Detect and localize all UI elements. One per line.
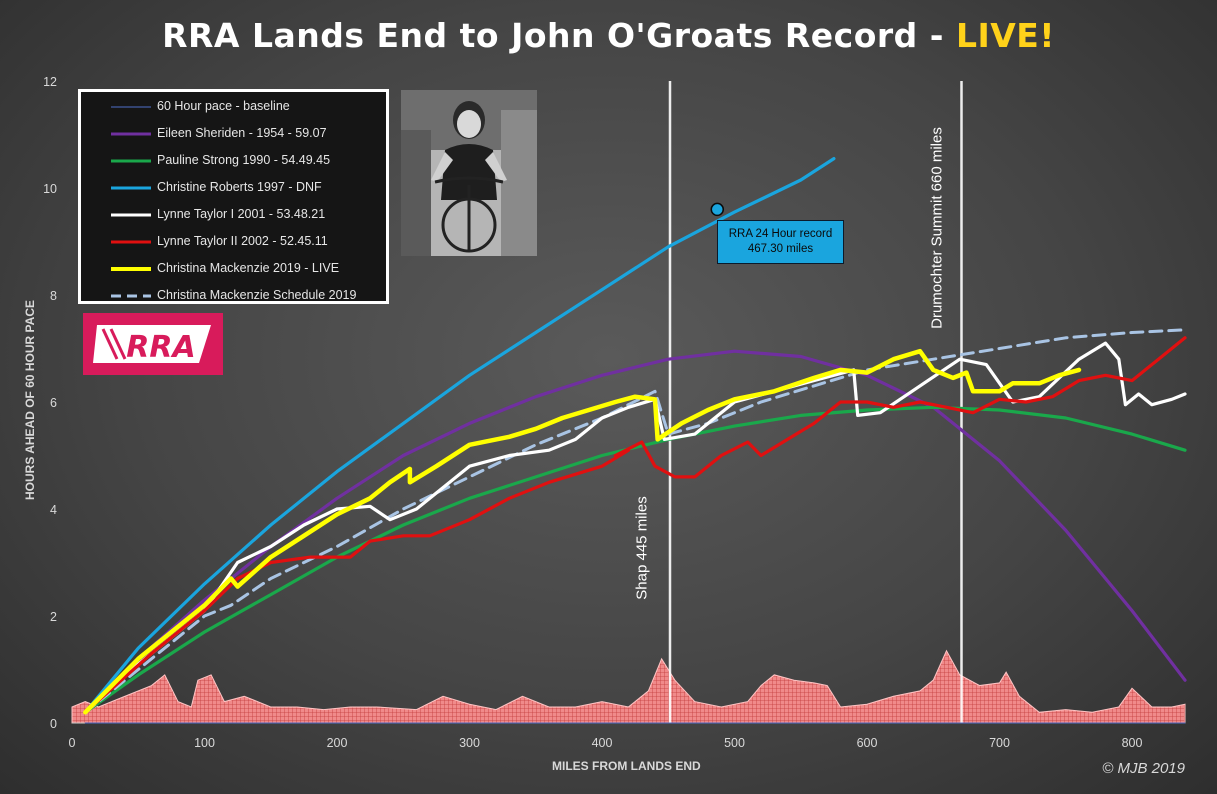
legend-swatch <box>111 240 151 244</box>
x-axis-title: MILES FROM LANDS END <box>552 759 701 773</box>
y-axis-title: HOURS AHEAD OF 60 HOUR PACE <box>23 299 37 501</box>
legend-swatch <box>111 213 151 217</box>
location-markers <box>668 81 963 723</box>
legend-item: Christine Roberts 1997 - DNF <box>81 178 386 198</box>
x-tick-label: 0 <box>69 736 76 750</box>
elevation-profile <box>71 649 1186 724</box>
series-line-christina_live <box>83 348 1082 715</box>
legend-swatch <box>111 186 151 190</box>
legend-swatch <box>111 267 151 271</box>
series-line-lynne2 <box>83 336 1187 714</box>
chart-legend: 60 Hour pace - baseline Eileen Sheriden -… <box>78 89 389 304</box>
chart-series <box>83 157 1187 724</box>
x-tick-label: 300 <box>459 736 480 750</box>
legend-item: Christina Mackenzie Schedule 2019 <box>81 286 386 306</box>
y-tick-label: 2 <box>50 610 57 624</box>
x-tick-label: 500 <box>724 736 745 750</box>
legend-item: Pauline Strong 1990 - 54.49.45 <box>81 151 386 171</box>
legend-label: Christina Mackenzie 2019 - LIVE <box>157 261 340 275</box>
x-tick-label: 400 <box>592 736 613 750</box>
y-tick-label: 12 <box>43 75 57 89</box>
series-line-lynne1 <box>83 341 1187 714</box>
legend-swatch <box>111 294 151 298</box>
y-tick-label: 8 <box>50 289 57 303</box>
legend-swatch <box>111 106 151 108</box>
callout-line2: 467.30 miles <box>747 243 814 255</box>
y-tick-label: 4 <box>50 503 57 517</box>
x-tick-label: 700 <box>989 736 1010 750</box>
chart-title-main: RRA Lands End to John O'Groats Record - <box>162 16 956 55</box>
series-line-pauline <box>83 405 1187 714</box>
x-tick-label: 800 <box>1122 736 1143 750</box>
chart-title: RRA Lands End to John O'Groats Record - … <box>0 16 1217 55</box>
rra-24-hour-callout: RRA 24 Hour record 467.30 miles <box>717 220 844 264</box>
legend-item: Christina Mackenzie 2019 - LIVE <box>81 259 386 279</box>
rra-logo-text: RRA <box>126 330 195 365</box>
chart-title-live: LIVE! <box>955 16 1055 55</box>
legend-label: Pauline Strong 1990 - 54.49.45 <box>157 153 331 167</box>
y-tick-label: 6 <box>50 396 57 410</box>
drumochter-marker-label: Drumochter Summit 660 miles <box>928 127 946 329</box>
rra-24-hour-point <box>710 202 725 217</box>
x-tick-label: 600 <box>857 736 878 750</box>
legend-item: 60 Hour pace - baseline <box>81 97 386 117</box>
cyclist-photo <box>401 90 537 256</box>
chart-annotations <box>710 202 725 217</box>
legend-item: Lynne Taylor I 2001 - 53.48.21 <box>81 205 386 225</box>
y-tick-label: 0 <box>50 717 57 731</box>
elevation-area <box>71 649 1186 724</box>
x-tick-label: 100 <box>194 736 215 750</box>
series-line-eileen <box>83 349 1187 714</box>
legend-label: Lynne Taylor II 2002 - 52.45.11 <box>157 234 328 248</box>
legend-label: Christina Mackenzie Schedule 2019 <box>157 288 357 302</box>
callout-line1: RRA 24 Hour record <box>728 228 833 240</box>
shap-marker-label: Shap 445 miles <box>633 496 651 600</box>
legend-swatch <box>111 132 151 136</box>
copyright-text: © MJB 2019 <box>1102 760 1185 777</box>
legend-label: Christine Roberts 1997 - DNF <box>157 180 322 194</box>
legend-label: Lynne Taylor I 2001 - 53.48.21 <box>157 207 326 221</box>
legend-label: Eileen Sheriden - 1954 - 59.07 <box>157 126 327 140</box>
y-tick-label: 10 <box>43 182 57 196</box>
legend-item: Eileen Sheriden - 1954 - 59.07 <box>81 124 386 144</box>
x-tick-label: 200 <box>327 736 348 750</box>
legend-swatch <box>111 159 151 163</box>
legend-label: 60 Hour pace - baseline <box>157 99 290 113</box>
legend-item: Lynne Taylor II 2002 - 52.45.11 <box>81 232 386 252</box>
series-line-christina_schedule <box>83 328 1187 714</box>
series-line-christine <box>83 157 836 714</box>
rra-logo: RRA <box>83 313 223 375</box>
